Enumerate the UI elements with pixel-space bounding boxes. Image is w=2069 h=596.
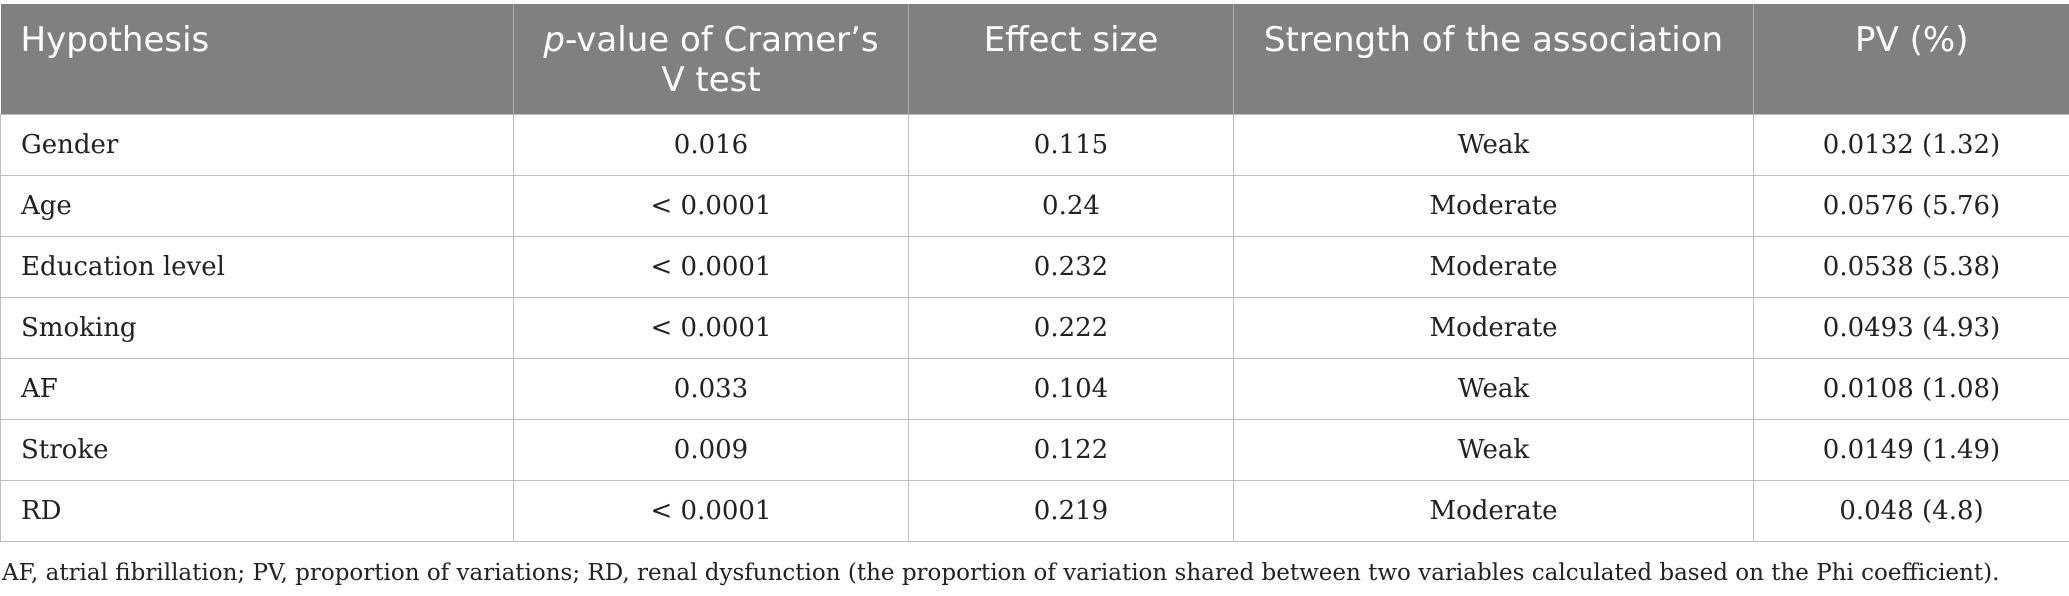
header-pvalue-italic: p (543, 20, 565, 60)
cell-pv: 0.0493 (4.93) (1753, 296, 2069, 359)
table-row: AF 0.033 0.104 Weak 0.0108 (1.08) (0, 357, 2069, 420)
results-table: Hypothesis p-value of Cramer’s V test Ef… (0, 4, 2069, 542)
cell-pvalue: 0.033 (513, 357, 909, 420)
cell-effect-size: 0.222 (908, 296, 1234, 359)
cell-hypothesis: RD (0, 479, 514, 542)
cell-strength: Moderate (1233, 296, 1754, 359)
cell-strength: Moderate (1233, 174, 1754, 237)
table-header: Hypothesis p-value of Cramer’s V test Ef… (0, 4, 2069, 114)
header-strength: Strength of the association (1233, 4, 1754, 114)
cell-effect-size: 0.104 (908, 357, 1234, 420)
cell-effect-size: 0.122 (908, 418, 1234, 481)
header-pv: PV (%) (1753, 4, 2069, 114)
header-pvalue: p-value of Cramer’s V test (513, 4, 909, 114)
cell-strength: Moderate (1233, 479, 1754, 542)
table-row: Smoking < 0.0001 0.222 Moderate 0.0493 (… (0, 296, 2069, 359)
cell-pvalue: < 0.0001 (513, 479, 909, 542)
cell-pvalue: < 0.0001 (513, 174, 909, 237)
cell-pv: 0.0149 (1.49) (1753, 418, 2069, 481)
cell-pv: 0.0108 (1.08) (1753, 357, 2069, 420)
cell-strength: Weak (1233, 418, 1754, 481)
cell-effect-size: 0.219 (908, 479, 1234, 542)
header-pvalue-rest: -value of Cramer’s V test (564, 20, 879, 100)
cell-hypothesis: AF (0, 357, 514, 420)
cell-hypothesis: Education level (0, 235, 514, 298)
cell-strength: Moderate (1233, 235, 1754, 298)
cell-pvalue: < 0.0001 (513, 235, 909, 298)
cell-strength: Weak (1233, 357, 1754, 420)
cell-strength: Weak (1233, 113, 1754, 176)
cell-effect-size: 0.232 (908, 235, 1234, 298)
cell-hypothesis: Gender (0, 113, 514, 176)
cell-pv: 0.0132 (1.32) (1753, 113, 2069, 176)
cell-hypothesis: Age (0, 174, 514, 237)
cell-pvalue: < 0.0001 (513, 296, 909, 359)
table-row: Stroke 0.009 0.122 Weak 0.0149 (1.49) (0, 418, 2069, 481)
results-table-container: Hypothesis p-value of Cramer’s V test Ef… (0, 4, 2069, 542)
cell-hypothesis: Smoking (0, 296, 514, 359)
cell-pv: 0.0576 (5.76) (1753, 174, 2069, 237)
cell-effect-size: 0.115 (908, 113, 1234, 176)
table-body: Gender 0.016 0.115 Weak 0.0132 (1.32) Ag… (0, 113, 2069, 542)
header-hypothesis: Hypothesis (0, 4, 514, 114)
table-row: RD < 0.0001 0.219 Moderate 0.048 (4.8) (0, 479, 2069, 542)
header-effect-size: Effect size (908, 4, 1234, 114)
table-row: Gender 0.016 0.115 Weak 0.0132 (1.32) (0, 113, 2069, 176)
cell-effect-size: 0.24 (908, 174, 1234, 237)
cell-pv: 0.0538 (5.38) (1753, 235, 2069, 298)
header-row: Hypothesis p-value of Cramer’s V test Ef… (0, 4, 2069, 114)
table-row: Age < 0.0001 0.24 Moderate 0.0576 (5.76) (0, 174, 2069, 237)
cell-pvalue: 0.016 (513, 113, 909, 176)
table-row: Education level < 0.0001 0.232 Moderate … (0, 235, 2069, 298)
cell-pv: 0.048 (4.8) (1753, 479, 2069, 542)
cell-hypothesis: Stroke (0, 418, 514, 481)
cell-pvalue: 0.009 (513, 418, 909, 481)
table-footnote: AF, atrial fibrillation; PV, proportion … (2, 560, 2000, 586)
